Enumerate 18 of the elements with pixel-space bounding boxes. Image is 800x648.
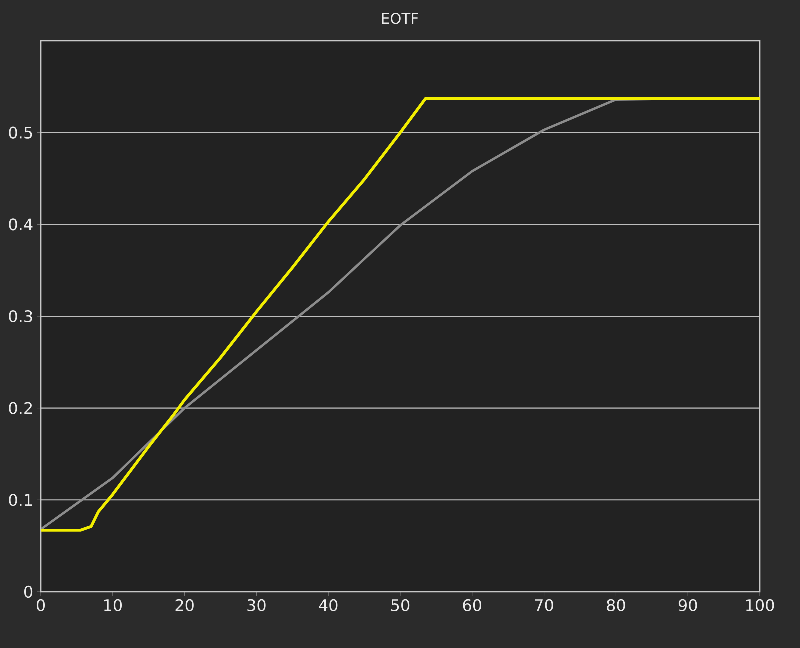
x-tick-label: 30 bbox=[248, 599, 266, 612]
x-tick-label: 80 bbox=[607, 599, 626, 612]
y-tick-label: 0.4 bbox=[9, 218, 33, 231]
x-tick-label: 50 bbox=[392, 599, 410, 612]
y-tick-label: 0.1 bbox=[9, 494, 32, 506]
y-tick-label: 0.5 bbox=[9, 126, 32, 139]
y-tick-label: 0.3 bbox=[9, 310, 32, 323]
x-tick-label: 90 bbox=[678, 599, 698, 612]
x-tick-label: 40 bbox=[319, 599, 338, 612]
y-tick-label: 0 bbox=[24, 586, 33, 598]
y-tick-label: 0.2 bbox=[9, 402, 32, 414]
x-tick-label: 60 bbox=[463, 599, 482, 612]
x-tick-label: 0 bbox=[36, 599, 46, 612]
x-tick-label: 10 bbox=[104, 599, 122, 612]
x-tick-label: 20 bbox=[176, 599, 194, 612]
x-tick-label: 100 bbox=[746, 599, 774, 612]
x-tick-label: 70 bbox=[535, 599, 554, 612]
chart-title: EOTF bbox=[382, 13, 418, 24]
